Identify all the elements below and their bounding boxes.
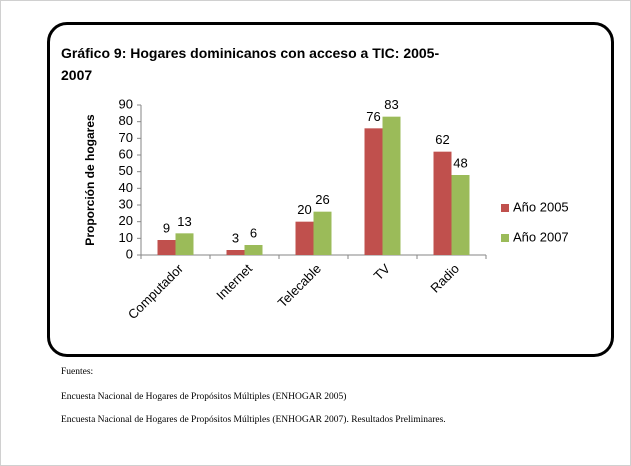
bar — [382, 116, 401, 256]
y-tick-label: 80 — [119, 113, 133, 128]
value-label: 20 — [297, 202, 311, 217]
x-tick-label: Telecable — [275, 261, 324, 310]
value-label: 6 — [250, 225, 257, 240]
bar — [226, 250, 245, 255]
bar — [295, 221, 314, 255]
legend-label: Año 2007 — [513, 229, 569, 244]
bar — [175, 233, 194, 255]
y-tick-label: 0 — [126, 246, 133, 261]
chart-title: Gráfico 9: Hogares dominicanos con acces… — [61, 45, 440, 83]
value-label: 26 — [315, 192, 329, 207]
x-tick-label: TV — [371, 261, 394, 284]
value-label: 13 — [177, 214, 191, 229]
legend-swatch — [501, 234, 509, 242]
value-label: 3 — [232, 230, 239, 245]
bar — [313, 211, 332, 255]
source-line: Encuesta Nacional de Hogares de Propósit… — [61, 415, 446, 425]
y-tick-label: 90 — [119, 96, 133, 111]
y-tick-label: 10 — [119, 230, 133, 245]
y-tick-label: 20 — [119, 213, 133, 228]
y-axis-label: Proporción de hogares — [83, 114, 97, 246]
y-tick-label: 40 — [119, 180, 133, 195]
value-label: 62 — [435, 132, 449, 147]
bar — [451, 175, 470, 255]
y-tick-label: 60 — [119, 146, 133, 161]
bar — [433, 151, 452, 255]
value-label: 76 — [366, 109, 380, 124]
value-label: 83 — [384, 97, 398, 112]
value-label: 48 — [453, 155, 467, 170]
chart-frame — [47, 22, 614, 357]
bar — [157, 240, 176, 255]
source-line: Encuesta Nacional de Hogares de Propósit… — [61, 392, 347, 402]
sources-heading: Fuentes: — [61, 367, 94, 377]
bar — [244, 245, 263, 255]
x-tick-label: Radio — [427, 261, 462, 296]
x-tick-label: Internet — [213, 261, 255, 303]
x-tick-label: Computador — [125, 260, 187, 322]
y-tick-label: 50 — [119, 163, 133, 178]
y-tick-label: 70 — [119, 130, 133, 145]
legend-swatch — [501, 204, 509, 212]
bar — [364, 128, 383, 255]
y-tick-label: 30 — [119, 196, 133, 211]
value-label: 9 — [163, 220, 170, 235]
legend-label: Año 2005 — [513, 199, 569, 214]
